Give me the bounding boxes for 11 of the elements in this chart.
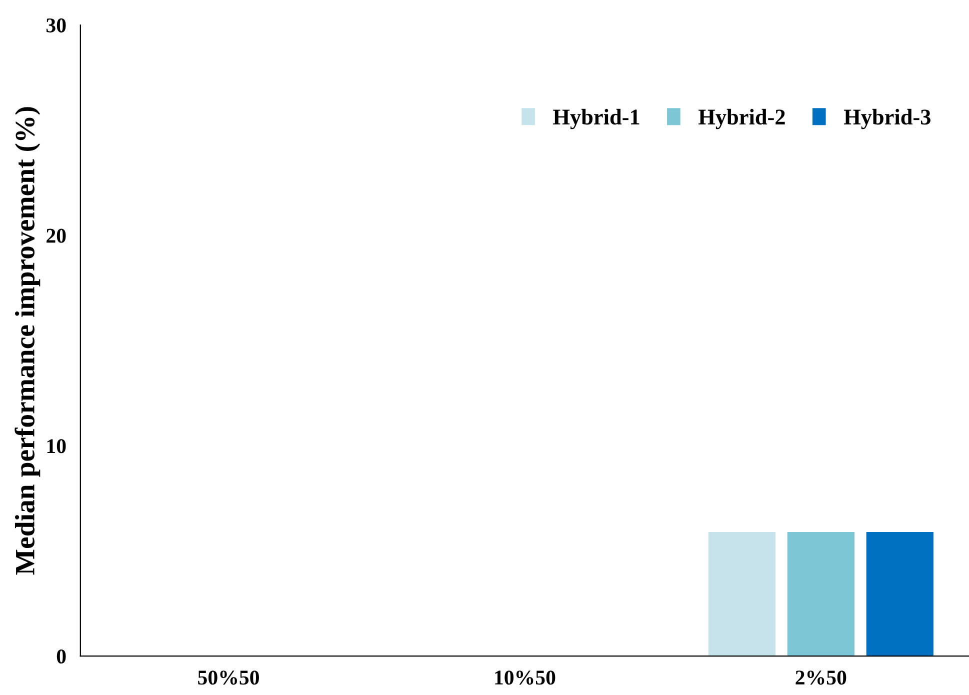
legend-label: Hybrid-3 <box>844 108 930 130</box>
x-tick-label: 50%50 <box>198 670 259 685</box>
legend-label: Hybrid-2 <box>698 108 785 130</box>
y-axis-title: Median performance improvement (%) <box>14 107 40 575</box>
y-tick-label: 20 <box>46 228 66 243</box>
y-tick-label: 0 <box>56 649 66 664</box>
y-tick-label: 10 <box>47 439 66 454</box>
x-tick-label: 2%50 <box>796 670 846 685</box>
legend-label: Hybrid-1 <box>553 108 640 130</box>
x-tick-label: 10%50 <box>495 670 556 685</box>
y-tick-label: 30 <box>46 18 66 32</box>
